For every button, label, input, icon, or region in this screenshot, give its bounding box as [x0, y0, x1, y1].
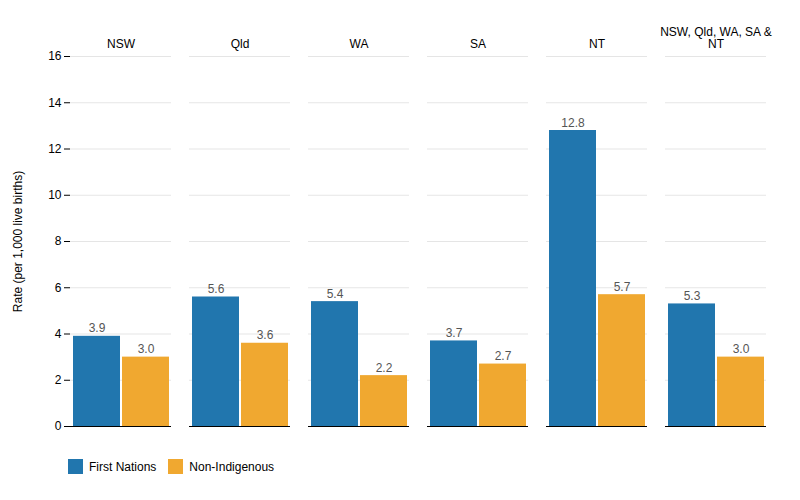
- svg-text:2: 2: [55, 373, 62, 387]
- svg-text:NT: NT: [589, 37, 606, 51]
- svg-text:2.2: 2.2: [376, 361, 393, 375]
- svg-text:12.8: 12.8: [561, 116, 585, 130]
- svg-text:5.3: 5.3: [684, 289, 701, 303]
- svg-text:Qld: Qld: [231, 37, 250, 51]
- svg-text:5.4: 5.4: [327, 287, 344, 301]
- svg-text:Rate (per 1,000 live births): Rate (per 1,000 live births): [11, 171, 25, 312]
- svg-text:3.0: 3.0: [138, 342, 155, 356]
- svg-text:10: 10: [48, 188, 62, 202]
- svg-text:3.6: 3.6: [257, 328, 274, 342]
- html-text:Non-Indigenous: Non-Indigenous: [189, 459, 275, 474]
- svg-text:4: 4: [55, 327, 62, 341]
- svg-text:WA: WA: [350, 37, 369, 51]
- svg-text:16: 16: [48, 49, 62, 63]
- svg-text:5.6: 5.6: [208, 282, 225, 296]
- svg-text:12: 12: [48, 142, 62, 156]
- svg-text:0: 0: [55, 419, 62, 433]
- svg-text:3.9: 3.9: [89, 321, 106, 335]
- svg-text:14: 14: [48, 96, 62, 110]
- svg-text:3.7: 3.7: [446, 326, 463, 340]
- svg-text:6: 6: [55, 281, 62, 295]
- svg-text:NSW, Qld, WA, SA &NT: NSW, Qld, WA, SA &NT: [660, 25, 772, 51]
- svg-text:5.7: 5.7: [614, 280, 631, 294]
- svg-text:8: 8: [55, 234, 62, 248]
- svg-text:2.7: 2.7: [495, 349, 512, 363]
- html-text:First Nations: First Nations: [89, 459, 157, 474]
- svg-text:NSW: NSW: [107, 37, 136, 51]
- svg-text:3.0: 3.0: [733, 342, 750, 356]
- svg-text:SA: SA: [470, 37, 486, 51]
